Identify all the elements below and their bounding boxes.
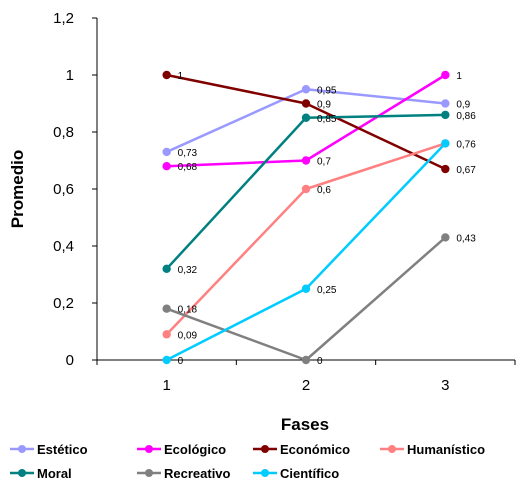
data-point xyxy=(301,85,311,94)
data-label: 0,73 xyxy=(178,148,198,159)
data-label: 0,86 xyxy=(456,111,476,122)
data-label: 0,67 xyxy=(456,165,476,176)
data-label: 1 xyxy=(178,71,184,82)
data-label: 0,25 xyxy=(317,285,337,296)
data-label: 0,32 xyxy=(178,265,198,276)
legend-swatch-marker xyxy=(388,445,396,453)
data-labels: 0,73 0,95 0,9 0,68 0,7 1 1 0,9 0,67 0,09 0,6 0,76 0,… xyxy=(178,71,477,367)
x-axis-ticks: 1 2 3 xyxy=(96,360,516,394)
data-label: 0,95 xyxy=(317,85,337,96)
y-axis-ticks: 0 0,2 0,4 0,6 0,8 1 1,2 xyxy=(53,10,97,369)
legend-label: Humanístico xyxy=(407,442,485,457)
x-axis-title: Fases xyxy=(281,415,329,434)
legend-label: Moral xyxy=(37,466,72,481)
y-tick-label: 0,2 xyxy=(53,295,74,312)
data-label: 0,85 xyxy=(317,114,337,125)
data-point xyxy=(441,110,450,120)
y-tick-label: 0,8 xyxy=(53,124,74,141)
y-tick-label: 0 xyxy=(66,352,74,369)
y-tick-label: 1 xyxy=(66,67,74,84)
data-label: 0,7 xyxy=(317,157,331,168)
data-point xyxy=(162,147,171,157)
legend-swatch-marker xyxy=(18,445,26,453)
data-point xyxy=(162,70,171,80)
legend-label: Recreativo xyxy=(164,466,231,481)
y-tick-label: 1,2 xyxy=(53,10,74,27)
legend-label: Ecológico xyxy=(164,442,226,457)
legend-label: Económico xyxy=(280,442,350,457)
x-tick-label: 2 xyxy=(302,377,310,394)
data-point xyxy=(162,330,171,339)
data-label: 0 xyxy=(178,356,184,367)
legend-swatch-marker xyxy=(145,469,153,477)
x-tick-label: 1 xyxy=(162,377,170,394)
data-label: 0,18 xyxy=(178,305,198,316)
series-points xyxy=(162,70,450,365)
y-tick-label: 0,6 xyxy=(53,181,74,198)
y-tick-label: 0,4 xyxy=(53,238,74,255)
series-line xyxy=(166,236,447,362)
data-label: 0,68 xyxy=(178,162,198,173)
legend-swatch-marker xyxy=(261,445,269,453)
data-label: 0,76 xyxy=(456,139,476,150)
series-line xyxy=(165,142,446,336)
data-label: 0,9 xyxy=(317,100,331,111)
x-tick-label: 3 xyxy=(441,377,449,394)
data-point xyxy=(301,99,311,108)
data-point xyxy=(301,156,311,165)
data-point xyxy=(441,139,450,148)
data-point xyxy=(162,162,171,171)
data-label: 0,09 xyxy=(178,330,198,341)
data-label: 0,9 xyxy=(456,100,470,111)
legend-swatch-marker xyxy=(18,469,26,477)
data-point xyxy=(301,113,311,122)
legend-swatch-marker xyxy=(261,469,269,477)
data-point xyxy=(441,164,450,174)
data-point xyxy=(301,355,311,365)
legend: Estético Ecológico Económico Humanístico Mor… xyxy=(10,442,485,481)
data-point xyxy=(441,70,450,80)
legend-swatch-marker xyxy=(145,445,153,453)
series-line xyxy=(166,142,447,362)
y-axis-title: Promedio xyxy=(8,150,27,228)
data-label: 0,6 xyxy=(317,185,331,196)
data-point xyxy=(441,233,450,242)
data-label: 1 xyxy=(456,71,462,82)
legend-label: Científico xyxy=(280,466,339,481)
data-point xyxy=(301,284,311,293)
data-point xyxy=(301,184,311,194)
data-point xyxy=(162,355,171,365)
data-label: 0 xyxy=(317,356,323,367)
data-point xyxy=(162,304,171,313)
data-point xyxy=(441,99,450,108)
data-point xyxy=(162,264,171,273)
legend-label: Estético xyxy=(37,442,88,457)
data-label: 0,43 xyxy=(456,233,476,244)
